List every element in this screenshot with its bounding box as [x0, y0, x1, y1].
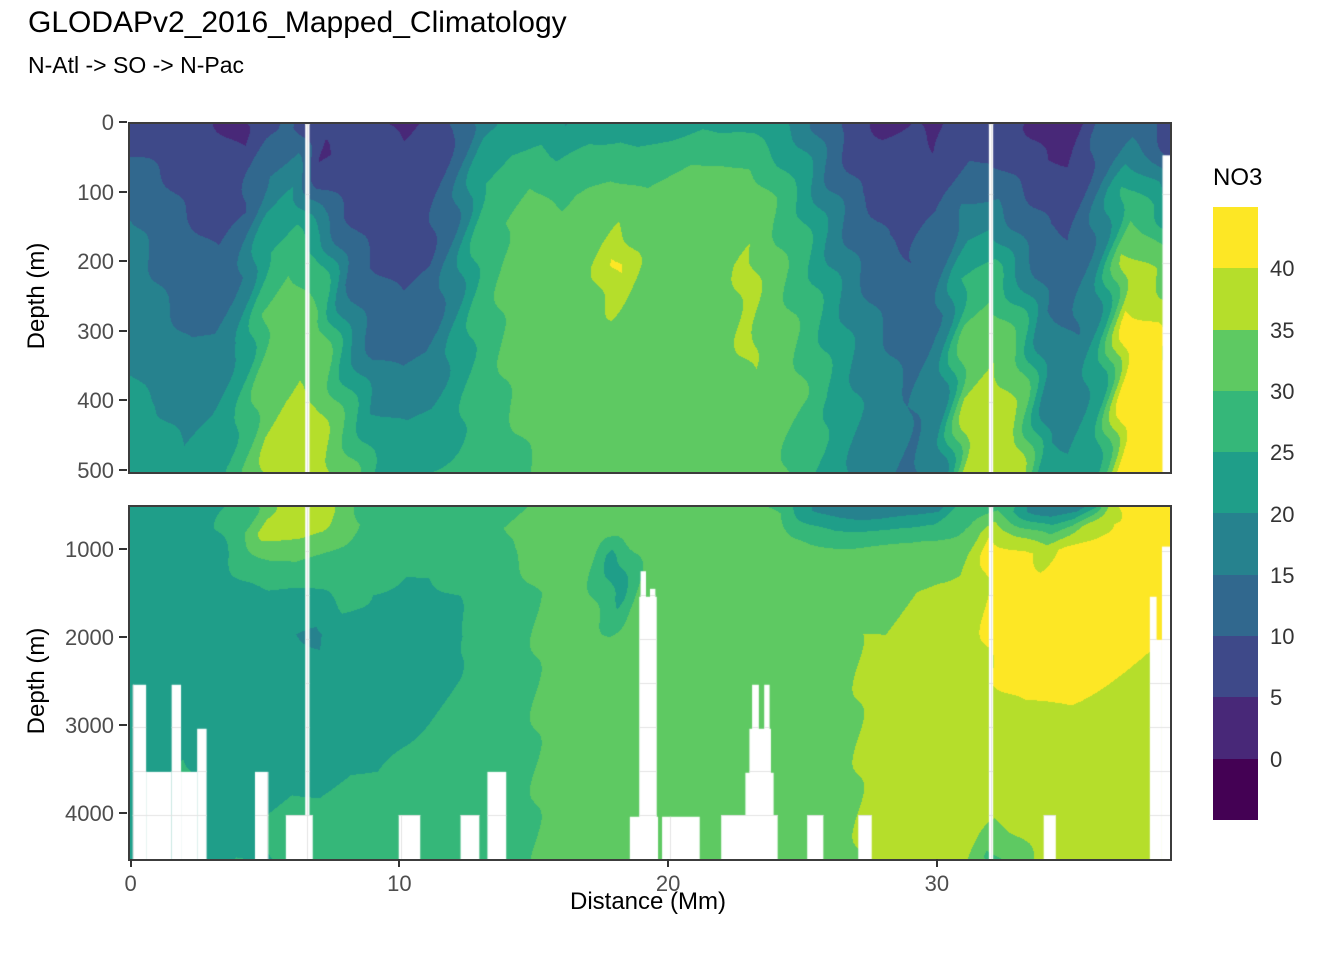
- legend-color-band: [1213, 390, 1258, 453]
- y-tick-mark: [119, 548, 127, 550]
- y-tick-label: 2000: [65, 625, 114, 650]
- x-tick-mark: [129, 859, 132, 867]
- legend-tick-label: 30: [1270, 378, 1295, 404]
- chart-title: GLODAPv2_2016_Mapped_Climatology: [28, 6, 567, 39]
- lower-section-panel: [128, 505, 1172, 861]
- legend-color-band: [1213, 329, 1258, 391]
- upper-section-panel: [128, 122, 1172, 474]
- y-tick-label: 100: [77, 179, 114, 205]
- y-tick-mark: [119, 121, 127, 123]
- legend-tick-label: 5: [1270, 685, 1283, 711]
- upper-contour-canvas: [130, 124, 1170, 472]
- legend-tick-label: 10: [1270, 624, 1295, 650]
- legend-title: NO3: [1213, 164, 1263, 191]
- y-tick-label: 200: [77, 249, 114, 275]
- y-axis-title-lower: Depth (m): [23, 627, 50, 735]
- y-tick-mark: [119, 260, 127, 263]
- x-tick-mark: [667, 859, 670, 867]
- y-tick-label: 4000: [65, 801, 114, 826]
- y-tick-mark: [119, 399, 127, 402]
- x-tick-mark: [935, 859, 938, 867]
- y-tick-label: 1000: [65, 537, 114, 562]
- y-tick-mark: [119, 812, 127, 814]
- y-tick-label: 500: [77, 458, 114, 483]
- legend-color-band: [1213, 452, 1258, 514]
- legend-color-band: [1213, 697, 1258, 759]
- y-tick-mark: [119, 190, 127, 193]
- x-tick-label: 30: [924, 871, 950, 896]
- legend-tick-label: 15: [1270, 562, 1295, 588]
- y-tick-label: 3000: [65, 713, 114, 738]
- x-tick-mark: [398, 859, 401, 867]
- legend-tick-label: 40: [1270, 256, 1295, 282]
- y-tick-mark: [119, 469, 127, 471]
- legend-tick-label: 35: [1270, 317, 1295, 343]
- y-tick-label: 300: [77, 318, 114, 344]
- legend-color-band: [1213, 513, 1258, 575]
- legend-tick-label: 25: [1270, 440, 1295, 466]
- legend-color-band: [1213, 574, 1258, 637]
- lower-contour-canvas: [130, 507, 1170, 859]
- y-tick-mark: [119, 636, 127, 638]
- x-tick-label: 10: [387, 871, 412, 896]
- y-tick-mark: [119, 724, 127, 726]
- y-tick-label: 0: [101, 110, 114, 135]
- x-axis-title: Distance (Mm): [569, 888, 726, 915]
- legend-color-band: [1213, 758, 1258, 820]
- legend-color-band: [1213, 207, 1258, 269]
- legend-colorbar: [1213, 207, 1258, 820]
- y-tick-mark: [119, 329, 127, 332]
- legend-tick-label: 20: [1270, 501, 1295, 527]
- legend-color-band: [1213, 268, 1258, 330]
- legend-color-band: [1213, 636, 1258, 698]
- x-tick-label: 20: [655, 871, 681, 896]
- y-axis-title-upper: Depth (m): [23, 242, 50, 350]
- y-tick-label: 400: [77, 388, 114, 414]
- x-tick-label: 0: [124, 871, 137, 896]
- legend-tick-label: 0: [1270, 746, 1283, 772]
- chart-subtitle: N-Atl -> SO -> N-Pac: [28, 52, 244, 78]
